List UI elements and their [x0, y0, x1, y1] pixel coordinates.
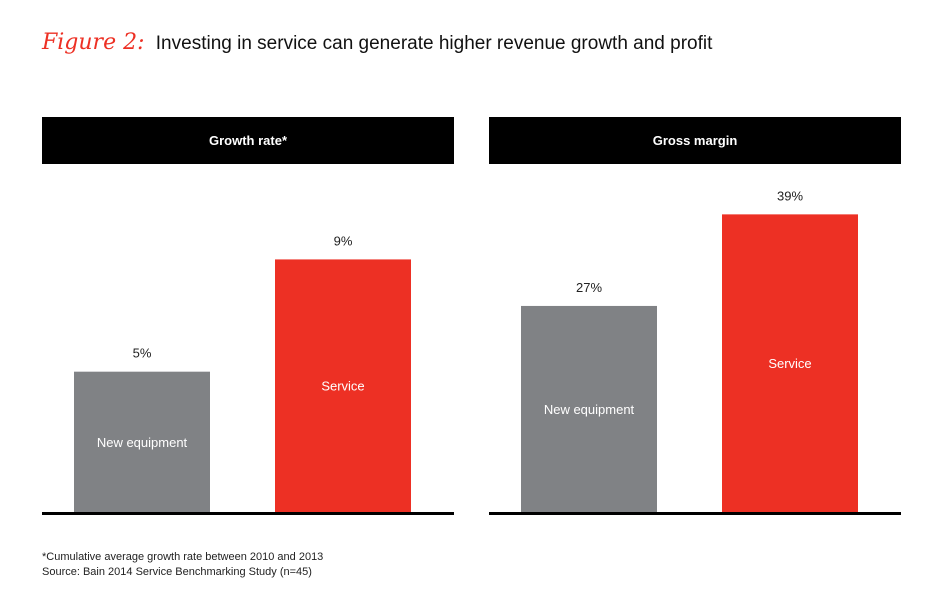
growth-rate-plot: 5% New equipment 9% Service [42, 233, 454, 515]
baseline-axis [42, 512, 454, 515]
bar-new-equipment [521, 305, 657, 512]
figure-label: Figure 2: [42, 30, 145, 55]
value-label-service: 9% [334, 233, 353, 248]
bar-service [722, 214, 858, 513]
footnote: *Cumulative average growth rate between … [42, 551, 324, 563]
gross-margin-plot: 27% New equipment 39% Service [489, 188, 901, 515]
baseline-axis [489, 512, 901, 515]
value-label-new-equipment: 27% [576, 280, 602, 295]
bar-service [275, 259, 411, 512]
growth-rate-chart: Growth rate* 5% New equipment 9% Service [42, 117, 454, 517]
category-label-new-equipment: New equipment [544, 402, 635, 417]
gross-margin-chart: Gross margin 27% New equipment 39% Service [489, 117, 901, 517]
figure-title: Figure 2: Investing in service can gener… [42, 30, 712, 55]
source-note: Source: Bain 2014 Service Benchmarking S… [42, 566, 312, 578]
category-label-new-equipment: New equipment [97, 435, 188, 450]
value-label-service: 39% [777, 188, 803, 203]
category-label-service: Service [768, 356, 811, 371]
chart-header: Gross margin [489, 117, 901, 164]
category-label-service: Service [321, 379, 364, 394]
figure-title-text: Investing in service can generate higher… [155, 33, 713, 54]
value-label-new-equipment: 5% [133, 346, 152, 361]
bar-new-equipment [74, 371, 210, 512]
footnotes: *Cumulative average growth rate between … [42, 550, 323, 580]
chart-header: Growth rate* [42, 117, 454, 164]
